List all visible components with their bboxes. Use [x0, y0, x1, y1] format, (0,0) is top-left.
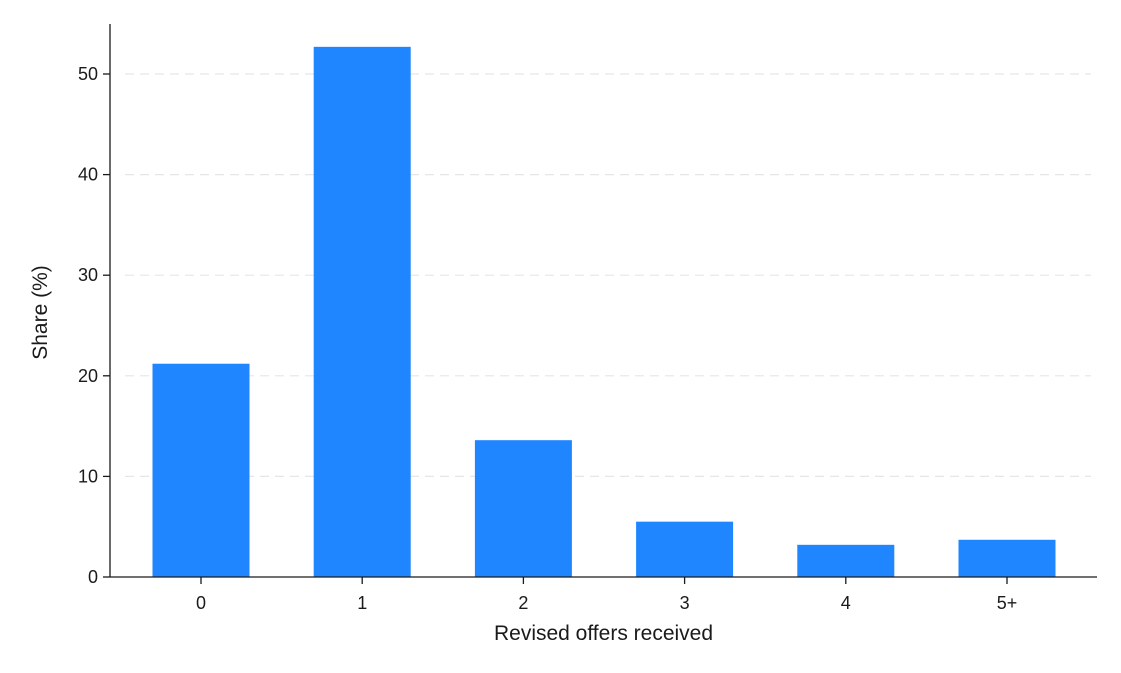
y-tick-label-50: 50 — [78, 64, 98, 84]
axes — [109, 24, 1097, 578]
x-tick-label-5+: 5+ — [997, 593, 1018, 613]
bar-4 — [797, 544, 895, 577]
bar-0 — [152, 363, 250, 577]
bar-2 — [474, 440, 572, 577]
x-axis-title: Revised offers received — [494, 622, 713, 645]
x-tick-label-0: 0 — [196, 593, 206, 613]
bar-5+ — [958, 539, 1056, 577]
bars — [152, 46, 1056, 577]
y-tick-label-20: 20 — [78, 366, 98, 386]
x-tick-label-3: 3 — [680, 593, 690, 613]
y-ticks: 0 10 20 30 40 50 — [78, 64, 110, 587]
bar-3 — [636, 521, 734, 577]
x-tick-label-4: 4 — [841, 593, 851, 613]
x-ticks: 0 1 2 3 4 5+ — [196, 577, 1017, 613]
gridlines — [125, 73, 1091, 477]
y-tick-label-40: 40 — [78, 165, 98, 185]
y-axis-title: Share (%) — [29, 265, 52, 360]
y-tick-label-30: 30 — [78, 265, 98, 285]
bar-1 — [313, 46, 411, 577]
x-tick-label-2: 2 — [518, 593, 528, 613]
x-tick-label-1: 1 — [357, 593, 367, 613]
y-tick-label-0: 0 — [88, 567, 98, 587]
y-tick-label-10: 10 — [78, 466, 98, 486]
